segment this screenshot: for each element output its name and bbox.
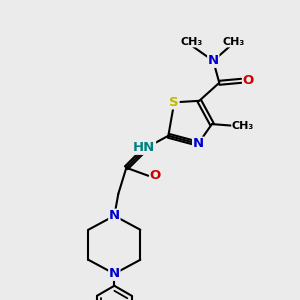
Text: N: N [193, 137, 204, 150]
Text: CH₃: CH₃ [180, 37, 203, 47]
Text: O: O [243, 74, 254, 87]
Text: S: S [169, 96, 179, 109]
Text: CH₃: CH₃ [232, 121, 254, 131]
Text: N: N [208, 54, 219, 67]
Text: N: N [109, 267, 120, 280]
Text: CH₃: CH₃ [222, 37, 244, 47]
Text: N: N [109, 209, 120, 222]
Text: O: O [150, 169, 161, 182]
Text: HN: HN [133, 141, 155, 154]
